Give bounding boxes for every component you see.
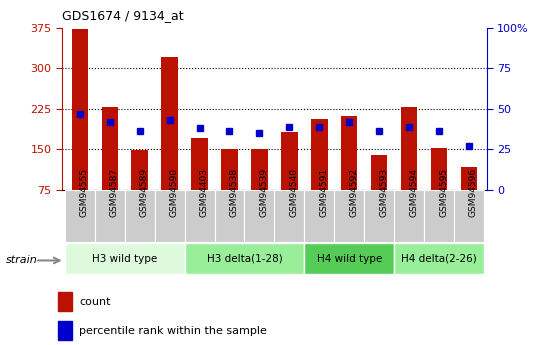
Text: H4 delta(2-26): H4 delta(2-26) [401, 254, 477, 264]
Text: GSM94590: GSM94590 [169, 168, 179, 217]
FancyBboxPatch shape [364, 190, 394, 242]
Text: GSM94593: GSM94593 [379, 168, 388, 217]
FancyBboxPatch shape [394, 243, 484, 274]
Bar [401, 107, 417, 190]
Bar [58, 292, 72, 311]
FancyBboxPatch shape [305, 190, 334, 242]
Text: GSM94587: GSM94587 [110, 168, 119, 217]
Bar [311, 119, 328, 190]
Bar [251, 149, 267, 190]
Text: GSM94540: GSM94540 [289, 168, 299, 217]
Text: GSM94591: GSM94591 [319, 168, 328, 217]
FancyBboxPatch shape [215, 190, 244, 242]
FancyBboxPatch shape [95, 190, 125, 242]
FancyBboxPatch shape [244, 190, 274, 242]
Text: count: count [79, 297, 110, 306]
Bar [341, 116, 357, 190]
Text: H4 wild type: H4 wild type [316, 254, 382, 264]
FancyBboxPatch shape [424, 190, 454, 242]
Text: H3 delta(1-28): H3 delta(1-28) [207, 254, 282, 264]
FancyBboxPatch shape [185, 190, 215, 242]
FancyBboxPatch shape [274, 190, 305, 242]
Bar [461, 167, 477, 190]
Bar [192, 138, 208, 190]
Text: strain: strain [5, 256, 37, 265]
Bar [281, 132, 298, 190]
Text: GDS1674 / 9134_at: GDS1674 / 9134_at [62, 9, 183, 22]
FancyBboxPatch shape [305, 243, 394, 274]
Bar [221, 149, 238, 190]
Bar [161, 57, 178, 190]
Text: H3 wild type: H3 wild type [92, 254, 157, 264]
FancyBboxPatch shape [154, 190, 185, 242]
Bar [58, 322, 72, 340]
FancyBboxPatch shape [185, 243, 305, 274]
Text: GSM94555: GSM94555 [80, 168, 89, 217]
Bar [102, 107, 118, 190]
Bar [72, 29, 88, 190]
FancyBboxPatch shape [454, 190, 484, 242]
Bar [131, 150, 148, 190]
Text: GSM94595: GSM94595 [439, 168, 448, 217]
Text: GSM94596: GSM94596 [469, 168, 478, 217]
FancyBboxPatch shape [65, 243, 185, 274]
FancyBboxPatch shape [65, 190, 95, 242]
FancyBboxPatch shape [394, 190, 424, 242]
Bar [431, 148, 447, 190]
FancyBboxPatch shape [334, 190, 364, 242]
Bar [371, 155, 387, 190]
Text: GSM94538: GSM94538 [230, 168, 238, 217]
Text: GSM94539: GSM94539 [259, 168, 268, 217]
Text: GSM94403: GSM94403 [200, 168, 209, 217]
FancyBboxPatch shape [125, 190, 154, 242]
Text: GSM94589: GSM94589 [140, 168, 148, 217]
Text: GSM94594: GSM94594 [409, 168, 418, 217]
Text: percentile rank within the sample: percentile rank within the sample [79, 326, 267, 336]
Text: GSM94592: GSM94592 [349, 168, 358, 217]
